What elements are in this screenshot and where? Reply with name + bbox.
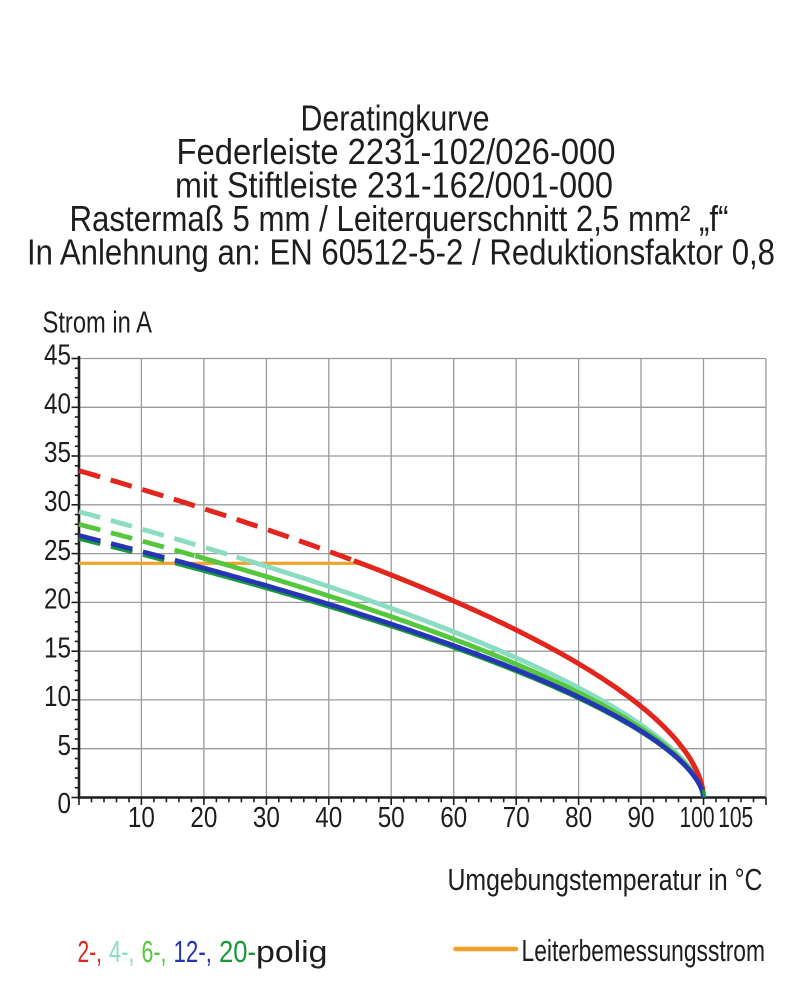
svg-text:45: 45 <box>44 340 71 372</box>
svg-text:Leiterbemessungsstrom: Leiterbemessungsstrom <box>522 933 766 968</box>
svg-text:50: 50 <box>378 802 405 834</box>
svg-text:60: 60 <box>440 802 467 834</box>
svg-text:70: 70 <box>503 802 530 834</box>
svg-text:35: 35 <box>44 437 71 469</box>
svg-text:10: 10 <box>44 681 71 713</box>
svg-text:0: 0 <box>58 788 72 820</box>
svg-text:20-: 20- <box>219 934 256 969</box>
svg-text:105: 105 <box>718 802 753 834</box>
svg-text:10: 10 <box>128 802 155 834</box>
svg-text:polig: polig <box>256 934 328 969</box>
svg-text:100: 100 <box>680 802 715 834</box>
svg-text:Deratingkurve Federleiste 2231: Deratingkurve Federleiste 2231-102/026-0… <box>27 98 775 273</box>
svg-text:5: 5 <box>58 730 72 762</box>
svg-text:40: 40 <box>315 802 342 834</box>
svg-text:25: 25 <box>44 535 71 567</box>
svg-text:90: 90 <box>628 802 655 834</box>
svg-text:15: 15 <box>44 632 71 664</box>
svg-text:40: 40 <box>44 389 71 421</box>
svg-text:Umgebungstemperatur in °C: Umgebungstemperatur in °C <box>448 862 763 897</box>
svg-text:80: 80 <box>565 802 592 834</box>
svg-text:2-,: 2-, <box>78 934 103 969</box>
svg-text:30: 30 <box>253 802 280 834</box>
svg-text:30: 30 <box>44 486 71 518</box>
svg-text:Strom in A: Strom in A <box>43 305 153 340</box>
svg-text:20: 20 <box>190 802 217 834</box>
svg-text:4-,: 4-, <box>109 934 135 969</box>
svg-text:12-,: 12-, <box>174 934 213 969</box>
svg-text:6-,: 6-, <box>142 934 167 969</box>
svg-text:20: 20 <box>44 584 71 616</box>
